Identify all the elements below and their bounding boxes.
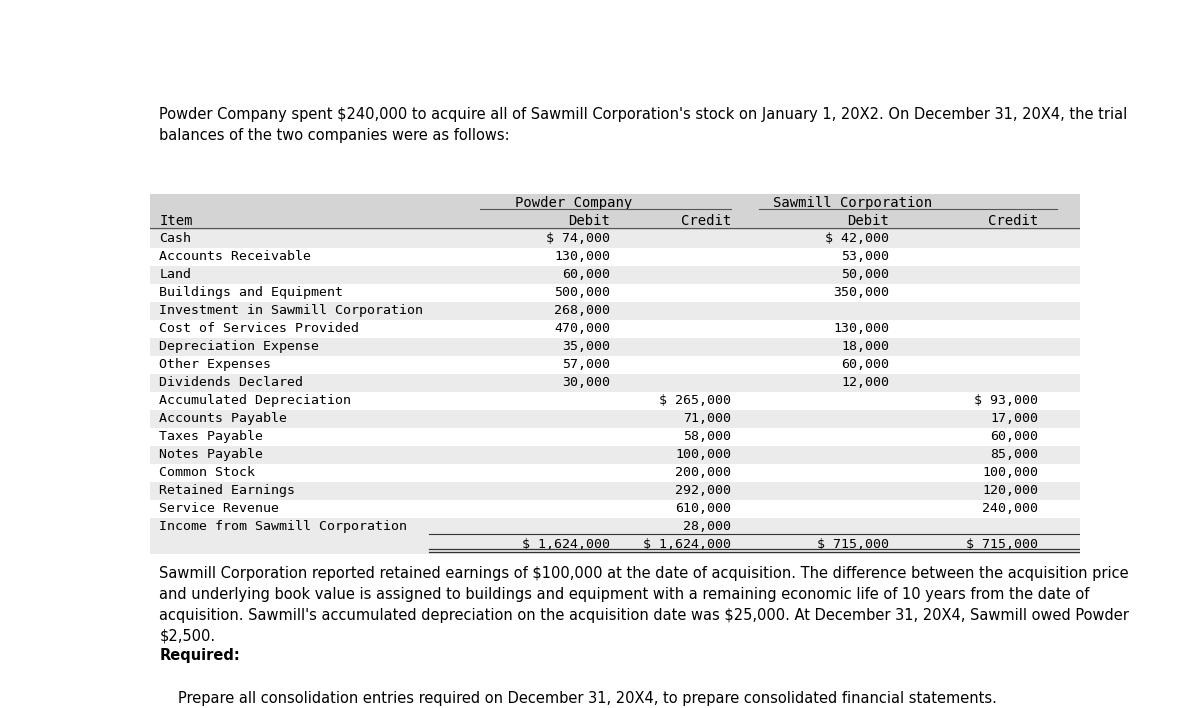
Text: 350,000: 350,000 xyxy=(833,287,889,299)
Text: Retained Earnings: Retained Earnings xyxy=(160,484,295,497)
FancyBboxPatch shape xyxy=(150,302,1080,320)
FancyBboxPatch shape xyxy=(150,338,1080,356)
Text: $ 42,000: $ 42,000 xyxy=(826,232,889,246)
FancyBboxPatch shape xyxy=(150,284,1080,302)
FancyBboxPatch shape xyxy=(150,410,1080,428)
Text: 610,000: 610,000 xyxy=(676,502,731,515)
Text: Sawmill Corporation reported retained earnings of $100,000 at the date of acquis: Sawmill Corporation reported retained ea… xyxy=(160,566,1129,644)
Text: Prepare all consolidation entries required on December 31, 20X4, to prepare cons: Prepare all consolidation entries requir… xyxy=(178,691,997,706)
FancyBboxPatch shape xyxy=(150,518,1080,536)
FancyBboxPatch shape xyxy=(150,194,1080,230)
Text: Investment in Sawmill Corporation: Investment in Sawmill Corporation xyxy=(160,304,424,317)
FancyBboxPatch shape xyxy=(150,356,1080,374)
Text: Common Stock: Common Stock xyxy=(160,467,256,479)
Text: 35,000: 35,000 xyxy=(563,341,611,353)
Text: Debit: Debit xyxy=(847,214,889,228)
Text: Item: Item xyxy=(160,214,193,228)
Text: Land: Land xyxy=(160,268,191,282)
Text: 57,000: 57,000 xyxy=(563,358,611,372)
Text: Accounts Payable: Accounts Payable xyxy=(160,412,287,426)
FancyBboxPatch shape xyxy=(150,464,1080,482)
Text: 120,000: 120,000 xyxy=(982,484,1038,497)
Text: 28,000: 28,000 xyxy=(683,520,731,533)
FancyBboxPatch shape xyxy=(150,482,1080,500)
Text: Other Expenses: Other Expenses xyxy=(160,358,271,372)
Text: Debit: Debit xyxy=(569,214,611,228)
Text: 470,000: 470,000 xyxy=(554,322,611,336)
Text: 18,000: 18,000 xyxy=(841,341,889,353)
Text: Powder Company spent $240,000 to acquire all of Sawmill Corporation's stock on J: Powder Company spent $240,000 to acquire… xyxy=(160,107,1128,143)
Text: Credit: Credit xyxy=(682,214,731,228)
Text: Accounts Receivable: Accounts Receivable xyxy=(160,251,311,263)
Text: 50,000: 50,000 xyxy=(841,268,889,282)
FancyBboxPatch shape xyxy=(150,320,1080,338)
Text: 100,000: 100,000 xyxy=(676,448,731,462)
Text: Taxes Payable: Taxes Payable xyxy=(160,430,263,443)
Text: 30,000: 30,000 xyxy=(563,377,611,389)
Text: $ 1,624,000: $ 1,624,000 xyxy=(643,538,731,552)
Text: Credit: Credit xyxy=(988,214,1038,228)
Text: Accumulated Depreciation: Accumulated Depreciation xyxy=(160,394,352,407)
Text: 85,000: 85,000 xyxy=(990,448,1038,462)
Text: Sawmill Corporation: Sawmill Corporation xyxy=(773,196,931,210)
FancyBboxPatch shape xyxy=(150,230,1080,248)
FancyBboxPatch shape xyxy=(150,446,1080,464)
Text: 200,000: 200,000 xyxy=(676,467,731,479)
FancyBboxPatch shape xyxy=(150,536,1080,554)
Text: 12,000: 12,000 xyxy=(841,377,889,389)
Text: Cost of Services Provided: Cost of Services Provided xyxy=(160,322,359,336)
Text: $ 715,000: $ 715,000 xyxy=(817,538,889,552)
Text: $ 265,000: $ 265,000 xyxy=(659,394,731,407)
Text: Powder Company: Powder Company xyxy=(515,196,631,210)
Text: Notes Payable: Notes Payable xyxy=(160,448,263,462)
Text: 292,000: 292,000 xyxy=(676,484,731,497)
FancyBboxPatch shape xyxy=(150,428,1080,446)
Text: 240,000: 240,000 xyxy=(982,502,1038,515)
FancyBboxPatch shape xyxy=(150,374,1080,392)
Text: Buildings and Equipment: Buildings and Equipment xyxy=(160,287,343,299)
Text: 60,000: 60,000 xyxy=(841,358,889,372)
FancyBboxPatch shape xyxy=(150,392,1080,410)
FancyBboxPatch shape xyxy=(150,266,1080,284)
Text: Income from Sawmill Corporation: Income from Sawmill Corporation xyxy=(160,520,407,533)
Text: Service Revenue: Service Revenue xyxy=(160,502,280,515)
Text: 60,000: 60,000 xyxy=(563,268,611,282)
Text: 130,000: 130,000 xyxy=(833,322,889,336)
Text: 53,000: 53,000 xyxy=(841,251,889,263)
Text: 58,000: 58,000 xyxy=(683,430,731,443)
FancyBboxPatch shape xyxy=(150,248,1080,266)
Text: Required:: Required: xyxy=(160,648,240,663)
Text: $ 715,000: $ 715,000 xyxy=(966,538,1038,552)
FancyBboxPatch shape xyxy=(150,500,1080,518)
Text: Depreciation Expense: Depreciation Expense xyxy=(160,341,319,353)
Text: 71,000: 71,000 xyxy=(683,412,731,426)
Text: $ 1,624,000: $ 1,624,000 xyxy=(522,538,611,552)
Text: Dividends Declared: Dividends Declared xyxy=(160,377,304,389)
Text: $ 74,000: $ 74,000 xyxy=(546,232,611,246)
Text: 130,000: 130,000 xyxy=(554,251,611,263)
Text: 60,000: 60,000 xyxy=(990,430,1038,443)
Text: 268,000: 268,000 xyxy=(554,304,611,317)
Text: Cash: Cash xyxy=(160,232,191,246)
Text: 500,000: 500,000 xyxy=(554,287,611,299)
Text: 17,000: 17,000 xyxy=(990,412,1038,426)
Text: $ 93,000: $ 93,000 xyxy=(974,394,1038,407)
Text: 100,000: 100,000 xyxy=(982,467,1038,479)
